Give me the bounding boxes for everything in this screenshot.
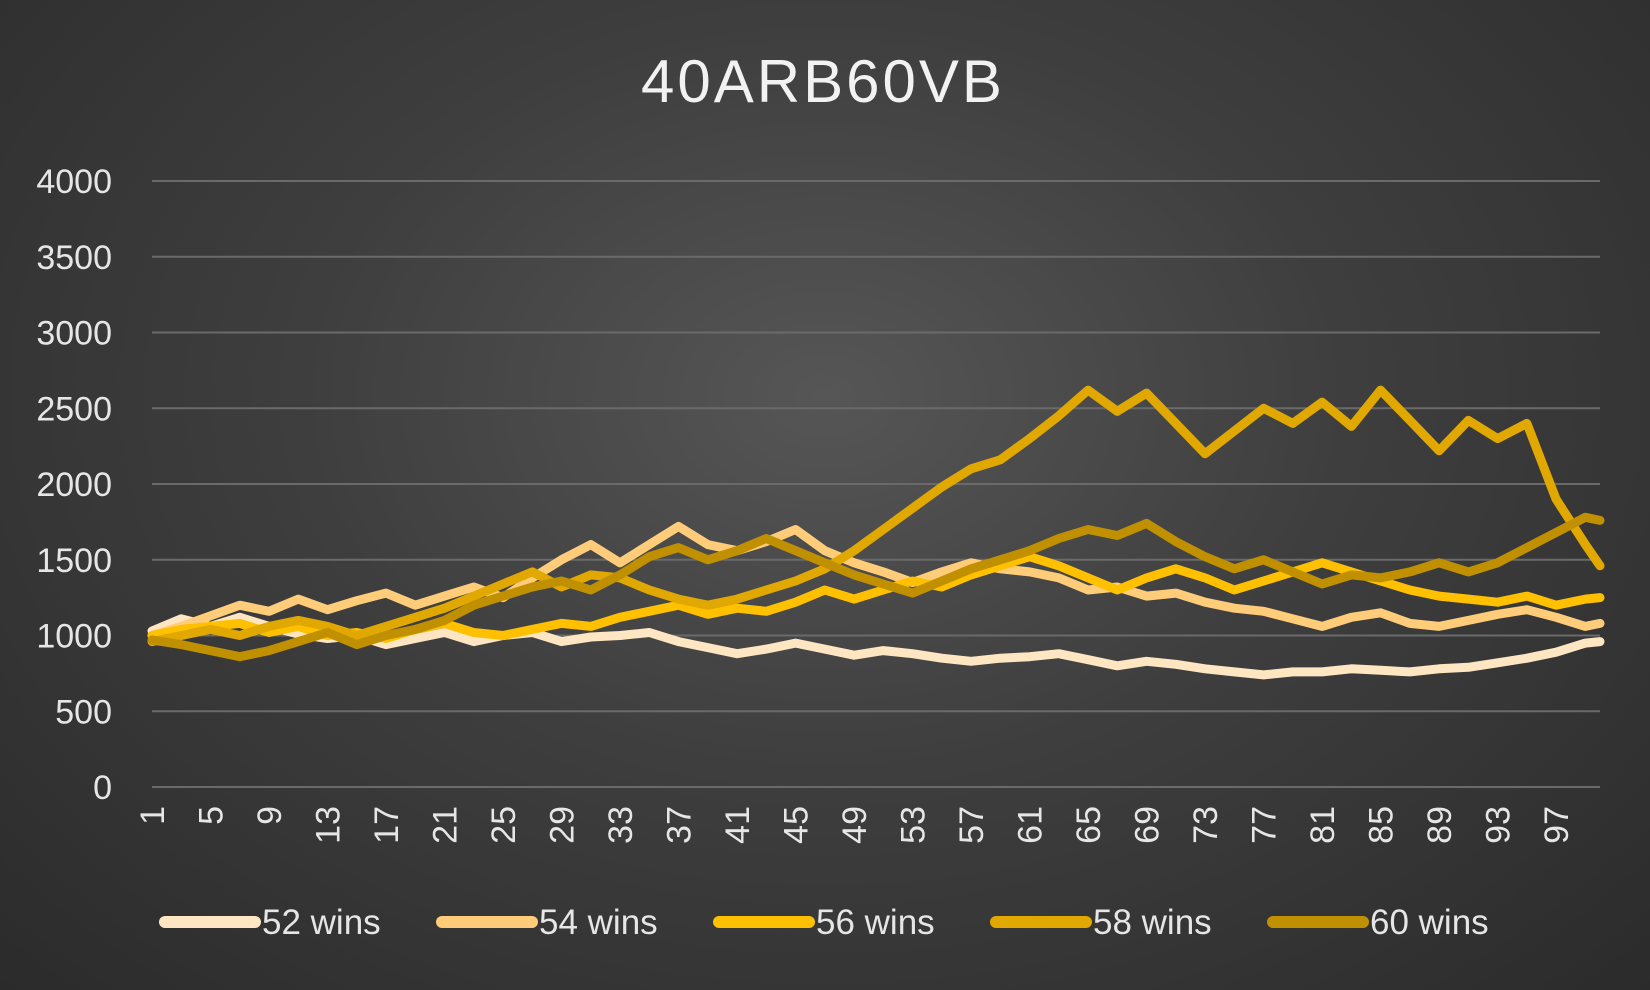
x-tick-label: 61 (1012, 806, 1050, 844)
series-lines (147, 385, 1605, 680)
x-tick-label: 49 (836, 806, 874, 844)
x-tick-label: 5 (193, 806, 231, 825)
x-tick-label: 29 (544, 806, 582, 844)
x-tick-label: 93 (1480, 806, 1518, 844)
x-tick-label: 1 (134, 806, 172, 825)
x-tick-label: 13 (310, 806, 348, 844)
x-tick-label: 41 (719, 806, 757, 844)
x-tick-label: 77 (1246, 806, 1284, 844)
legend-label: 60 wins (1370, 903, 1489, 942)
y-axis-ticks: 0 500 1000 1500 2000 2500 3000 3500 4000 (36, 163, 112, 807)
x-tick-label: 89 (1421, 806, 1459, 844)
x-tick-label: 81 (1304, 806, 1342, 844)
x-axis-ticks: 1 5 9 13 17 21 25 29 33 37 41 45 49 53 57 61 65 69 73 77 81 8… (134, 806, 1576, 844)
y-tick-label: 2500 (36, 390, 112, 428)
x-tick-label: 53 (895, 806, 933, 844)
y-tick-label: 0 (93, 769, 112, 807)
x-tick-label: 65 (1070, 806, 1108, 844)
chart-title: 40ARB60VB (641, 48, 1005, 115)
x-tick-label: 85 (1363, 806, 1401, 844)
legend-label: 56 wins (816, 903, 935, 942)
y-tick-label: 4000 (36, 163, 112, 201)
x-tick-label: 17 (368, 806, 406, 844)
y-tick-label: 3500 (36, 239, 112, 277)
x-tick-label: 33 (602, 806, 640, 844)
y-tick-label: 2000 (36, 466, 112, 504)
x-tick-label: 25 (485, 806, 523, 844)
y-tick-label: 500 (55, 693, 112, 731)
y-tick-label: 1500 (36, 542, 112, 580)
x-tick-label: 97 (1538, 806, 1576, 844)
legend-label: 52 wins (262, 903, 381, 942)
series-line-5 (147, 512, 1605, 662)
y-tick-label: 3000 (36, 315, 112, 353)
series-line-4 (147, 385, 1605, 647)
gridlines (152, 180, 1600, 788)
y-tick-label: 1000 (36, 618, 112, 656)
legend-label: 54 wins (539, 903, 658, 942)
legend-label: 58 wins (1093, 903, 1212, 942)
x-tick-label: 69 (1129, 806, 1167, 844)
x-tick-label: 21 (427, 806, 465, 844)
x-tick-label: 45 (778, 806, 816, 844)
series-line-1 (147, 612, 1605, 680)
x-tick-label: 57 (953, 806, 991, 844)
x-tick-label: 73 (1187, 806, 1225, 844)
series-line-2 (147, 521, 1605, 640)
x-tick-label: 9 (251, 806, 289, 825)
x-tick-label: 37 (661, 806, 699, 844)
legend: 52 wins 54 wins 56 wins 58 wins 60 wins (159, 903, 1489, 942)
